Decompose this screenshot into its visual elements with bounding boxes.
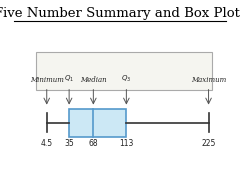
Text: 113: 113 [119,139,133,148]
Bar [36,52,212,89]
Text: $Q_1$: $Q_1$ [64,74,74,84]
Text: 4.5: 4.5 [41,139,53,148]
Text: 225: 225 [201,139,216,148]
Text: 35: 35 [64,139,74,148]
Text: Minimum: Minimum [30,76,64,84]
Text: Median: Median [80,76,107,84]
Text: Five Number Summary and Box Plots: Five Number Summary and Box Plots [0,7,240,20]
Text: $Q_3$: $Q_3$ [121,74,132,84]
Text: 68: 68 [89,139,98,148]
Text: Maximum: Maximum [191,76,226,84]
Bar [69,109,126,137]
